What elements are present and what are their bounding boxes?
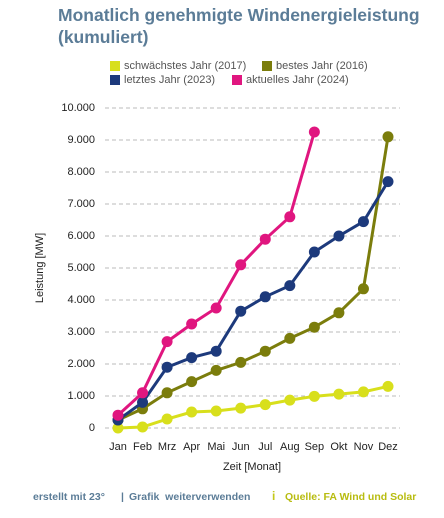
y-tick-label: 2.000 — [67, 358, 95, 370]
legend-swatch — [110, 61, 120, 71]
data-point — [186, 376, 198, 388]
data-point — [357, 386, 369, 398]
x-tick-label: Okt — [330, 441, 347, 453]
legend-label: aktuelles Jahr (2024) — [246, 74, 349, 86]
y-tick-label: 7.000 — [67, 198, 95, 210]
data-point — [259, 291, 271, 303]
data-point — [308, 246, 320, 258]
data-point — [235, 356, 247, 368]
y-tick-label: 3.000 — [67, 326, 95, 338]
x-tick-label: Jan — [109, 441, 127, 453]
legend-label: schwächstes Jahr (2017) — [124, 60, 246, 72]
x-tick-label: Jul — [258, 441, 272, 453]
x-tick-label: Mrz — [158, 441, 176, 453]
data-point — [137, 387, 149, 399]
source-icon: i — [272, 489, 275, 503]
x-tick-label: Apr — [183, 441, 200, 453]
source: Quelle: FA Wind und Solar — [285, 491, 416, 503]
y-tick-label: 6.000 — [67, 230, 95, 242]
y-tick-label: 5.000 — [67, 262, 95, 274]
y-tick-label: 0 — [89, 422, 95, 434]
data-point — [161, 387, 173, 399]
data-point — [284, 280, 296, 292]
data-point — [382, 380, 394, 392]
y-tick-label: 10.000 — [61, 102, 95, 114]
data-point — [235, 305, 247, 317]
data-point — [137, 421, 149, 433]
series-line — [117, 180, 390, 422]
data-point — [308, 321, 320, 333]
credit: erstellt mit 23° — [33, 491, 105, 503]
data-point — [284, 332, 296, 344]
data-point — [210, 405, 222, 417]
data-point — [161, 413, 173, 425]
y-tick-label: 4.000 — [67, 294, 95, 306]
data-point — [382, 176, 394, 188]
data-point — [284, 211, 296, 223]
legend-swatch — [262, 61, 272, 71]
data-point — [259, 399, 271, 411]
y-tick-label: 8.000 — [67, 166, 95, 178]
legend-label: bestes Jahr (2016) — [276, 60, 368, 72]
data-point — [333, 307, 345, 319]
legend-swatch — [110, 75, 120, 85]
separator: | — [121, 491, 124, 503]
chart-title: Monatlich genehmigte Windenergieleistung… — [58, 5, 420, 47]
data-point — [137, 396, 149, 408]
data-point — [382, 131, 394, 143]
x-tick-label: Feb — [133, 441, 152, 453]
data-point — [112, 422, 124, 434]
data-point — [161, 336, 173, 348]
x-tick-label: Aug — [280, 441, 300, 453]
data-point — [357, 283, 369, 295]
x-axis-label: Zeit [Monat] — [223, 461, 281, 473]
data-point — [161, 361, 173, 373]
data-point — [186, 406, 198, 418]
data-point — [259, 345, 271, 357]
x-tick-label: Sep — [305, 441, 325, 453]
data-point — [333, 388, 345, 400]
y-tick-label: 9.000 — [67, 134, 95, 146]
data-point — [284, 394, 296, 406]
x-tick-label: Dez — [378, 441, 398, 453]
data-point — [308, 126, 320, 138]
legend-label: letztes Jahr (2023) — [124, 74, 215, 86]
data-point — [210, 345, 222, 357]
series-line — [117, 384, 389, 430]
data-point — [259, 233, 271, 245]
data-point — [186, 318, 198, 330]
data-point — [186, 352, 198, 364]
x-tick-label: Mai — [207, 441, 225, 453]
data-point — [333, 230, 345, 242]
data-point — [210, 302, 222, 314]
data-point — [235, 259, 247, 271]
share-link[interactable]: Grafik weiterverwenden — [129, 491, 250, 503]
x-tick-label: Jun — [232, 441, 250, 453]
x-tick-label: Nov — [354, 441, 374, 453]
data-point — [308, 390, 320, 402]
data-point — [210, 364, 222, 376]
y-axis-label: Leistung [MW] — [34, 233, 46, 303]
data-point — [357, 216, 369, 228]
data-point — [235, 402, 247, 414]
y-tick-label: 1.000 — [67, 390, 95, 402]
legend-swatch — [232, 75, 242, 85]
data-point — [112, 409, 124, 421]
